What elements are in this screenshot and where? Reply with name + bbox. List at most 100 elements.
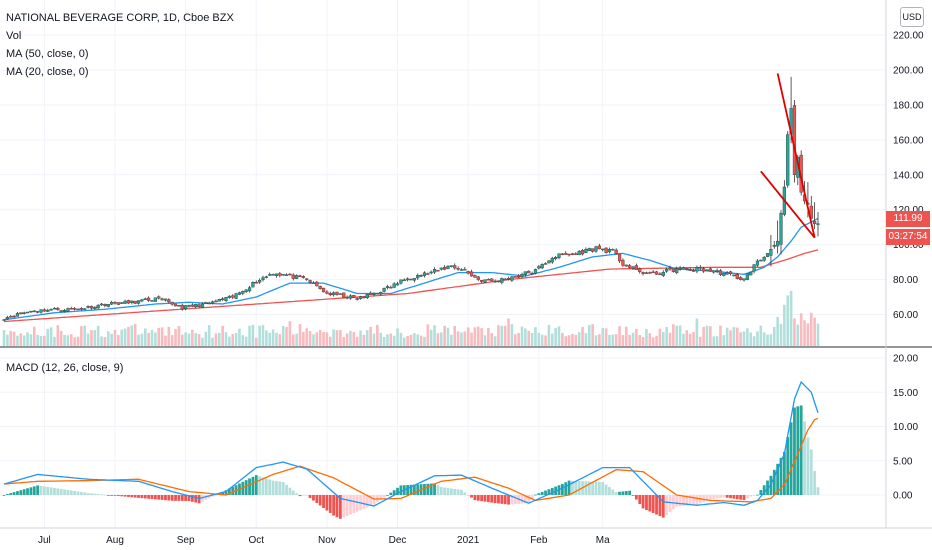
- volume-bar: [396, 328, 399, 346]
- candle-body: [691, 270, 696, 272]
- candle: [466, 270, 470, 275]
- candle: [305, 278, 309, 281]
- macd-histogram-bar: [36, 485, 40, 495]
- candle-body: [5, 317, 9, 320]
- candle: [32, 310, 36, 313]
- candle-body: [392, 283, 396, 288]
- candle-body: [577, 251, 581, 256]
- candle-body: [234, 293, 238, 299]
- volume-bar: [746, 328, 749, 346]
- candle-body: [295, 275, 299, 279]
- macd-histogram-bar: [362, 495, 366, 509]
- volume-bar: [59, 330, 63, 346]
- candle-body: [217, 299, 221, 302]
- candle: [116, 302, 120, 306]
- macd-histogram-bar: [756, 494, 759, 496]
- macd-histogram-bar: [624, 491, 628, 495]
- macd-histogram-bar: [772, 469, 776, 495]
- candle-body: [503, 278, 507, 281]
- candle: [379, 291, 383, 296]
- volume-bar: [150, 329, 154, 346]
- candle-body: [19, 312, 23, 315]
- candle-body: [601, 248, 605, 251]
- macd-histogram-bar: [268, 479, 272, 495]
- volume-bar: [672, 324, 675, 346]
- volume-bar: [635, 328, 638, 346]
- volume-bar: [490, 333, 494, 346]
- volume-bar: [544, 335, 547, 346]
- candle-body: [651, 271, 655, 274]
- candle: [695, 265, 699, 274]
- candle: [375, 292, 379, 295]
- candle-body: [173, 303, 178, 307]
- volume-bar: [325, 332, 329, 346]
- volume-bar: [779, 323, 783, 346]
- macd-histogram-bar: [2, 495, 6, 496]
- volume-bar: [561, 332, 564, 346]
- candle: [631, 265, 635, 270]
- volume-bar: [335, 330, 339, 346]
- candle: [274, 273, 279, 278]
- macd-histogram-bar: [389, 492, 393, 495]
- volume-bar: [29, 334, 33, 346]
- candle: [261, 275, 265, 282]
- candle: [493, 279, 497, 283]
- macd-tick-label: 0.00: [893, 491, 913, 502]
- currency-button[interactable]: USD: [900, 7, 924, 27]
- volume-bar: [759, 325, 763, 346]
- candle-body: [143, 298, 147, 300]
- candle: [614, 248, 618, 256]
- volume-bar: [645, 328, 648, 346]
- candle: [779, 210, 783, 255]
- macd-histogram-bar: [712, 495, 716, 500]
- candle: [352, 294, 356, 298]
- candle: [436, 269, 440, 272]
- candle: [480, 280, 484, 283]
- candle: [715, 268, 719, 274]
- candle-body: [261, 277, 265, 280]
- candle: [449, 265, 453, 268]
- volume-bar: [339, 330, 342, 346]
- volume-bar: [268, 332, 272, 346]
- candle: [227, 295, 231, 299]
- volume-bar: [752, 336, 756, 346]
- macd-histogram-bar: [591, 481, 595, 495]
- price-tick-label: 80.00: [893, 275, 918, 286]
- candle-body: [607, 248, 612, 253]
- volume-bar: [204, 331, 208, 346]
- macd-histogram-bar: [678, 495, 682, 507]
- volume-bar: [318, 329, 322, 346]
- volume-bar: [328, 336, 332, 346]
- volume-bar: [661, 331, 665, 346]
- candle-body: [2, 319, 6, 321]
- macd-histogram-bar: [729, 495, 732, 499]
- candle: [133, 300, 137, 305]
- candle-body: [291, 274, 295, 279]
- volume-bars: [2, 291, 820, 346]
- candle-body: [712, 270, 716, 273]
- volume-bar: [581, 326, 584, 346]
- candle: [150, 300, 154, 302]
- candle: [86, 305, 90, 309]
- volume-bar: [376, 324, 379, 346]
- macd-histogram-bar: [127, 495, 130, 497]
- macd-histogram-bar: [9, 493, 13, 495]
- candle-body: [617, 253, 622, 262]
- candle-body: [288, 273, 292, 276]
- candle-body: [604, 247, 608, 253]
- candle-body: [749, 271, 753, 276]
- candle: [163, 298, 168, 302]
- volume-bar: [9, 330, 13, 346]
- candle: [591, 248, 595, 253]
- price-tick-label: 180.00: [893, 100, 924, 111]
- macd-histogram-bar: [426, 483, 430, 495]
- macd-histogram-bar: [197, 495, 201, 504]
- macd-histogram-bar: [611, 489, 615, 495]
- time-tick-label: Jul: [38, 535, 51, 546]
- macd-histogram-bar: [776, 463, 780, 495]
- candle: [564, 251, 568, 255]
- candle-body: [426, 273, 430, 275]
- candle-body: [661, 272, 665, 276]
- candle: [419, 274, 423, 278]
